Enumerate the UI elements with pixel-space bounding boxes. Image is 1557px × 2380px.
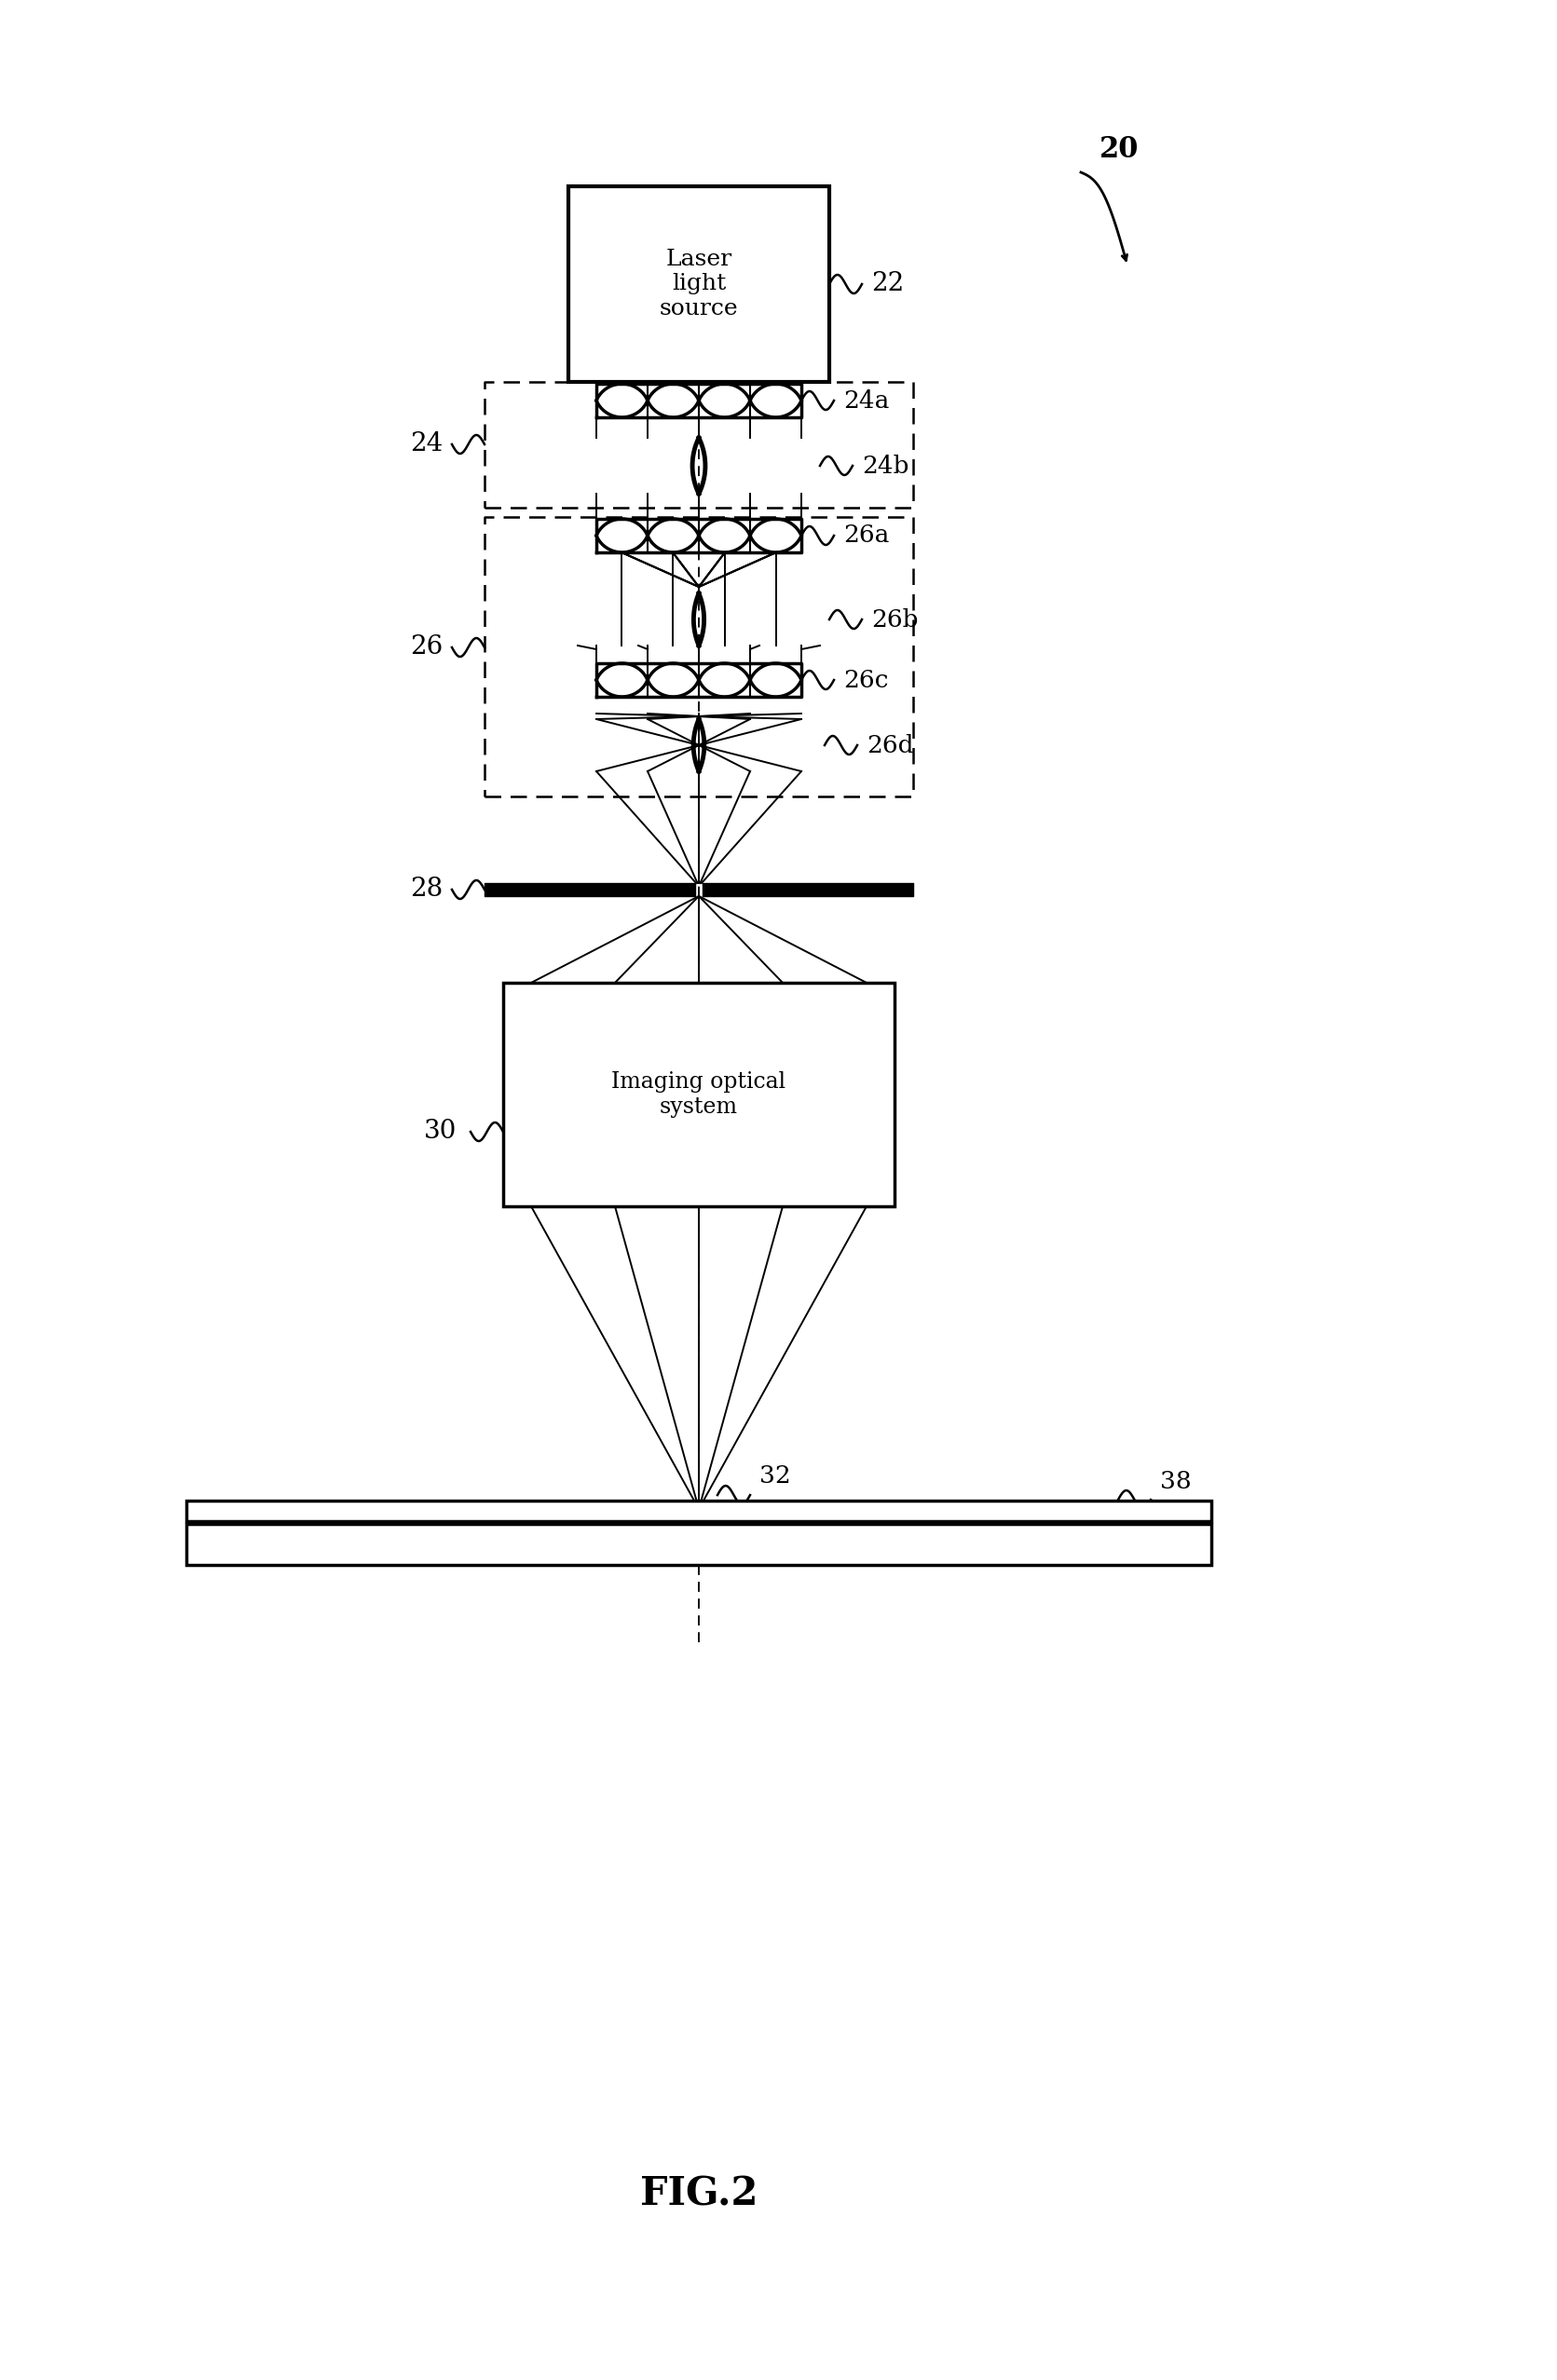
Text: Imaging optical
system: Imaging optical system: [612, 1071, 786, 1119]
Text: 24: 24: [409, 431, 442, 457]
Text: 22: 22: [872, 271, 905, 298]
Text: 26d: 26d: [867, 733, 914, 757]
Bar: [503, 983, 895, 1207]
Text: 24a: 24a: [844, 388, 889, 412]
Text: 28: 28: [409, 876, 442, 902]
Text: 26c: 26c: [844, 669, 889, 693]
Text: 24b: 24b: [863, 455, 909, 478]
Bar: [187, 1523, 1211, 1566]
Text: 30: 30: [424, 1119, 456, 1145]
Bar: [187, 1502, 1211, 1521]
Text: 26b: 26b: [872, 607, 919, 631]
Text: FIG.2: FIG.2: [640, 2175, 758, 2213]
Text: 32: 32: [760, 1464, 791, 1488]
Text: 26a: 26a: [844, 524, 889, 547]
Text: 38: 38: [1160, 1468, 1191, 1492]
Text: Laser
light
source: Laser light source: [660, 248, 738, 319]
Text: 20: 20: [1099, 136, 1140, 164]
Text: 26: 26: [409, 635, 442, 659]
Bar: [568, 186, 830, 381]
